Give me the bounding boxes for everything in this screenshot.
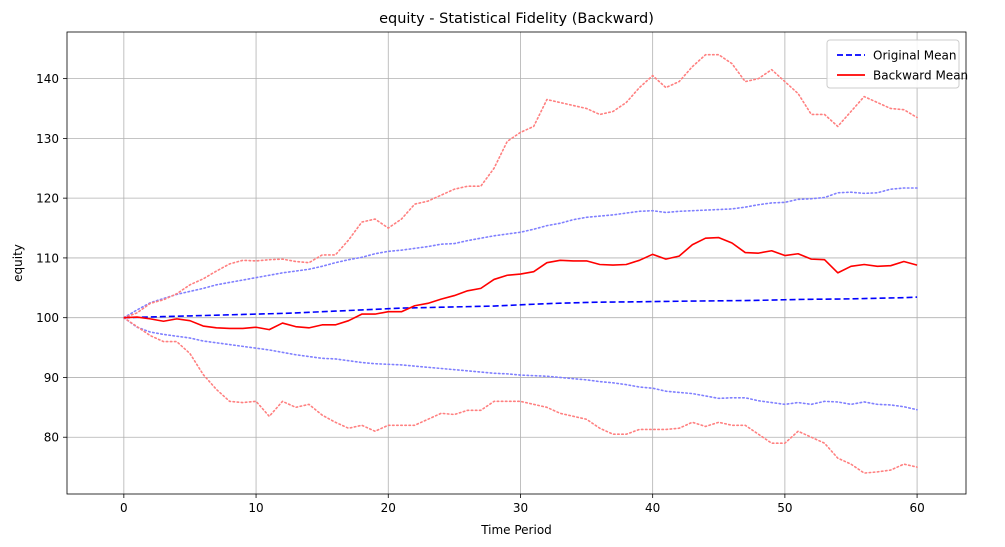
series-original-mean [123, 296, 918, 319]
x-tick-label: 0 [120, 501, 128, 515]
y-axis-title: equity [11, 244, 25, 282]
chart-title: equity - Statistical Fidelity (Backward) [379, 11, 654, 27]
ticks: 0 10 20 30 40 50 60 80 90 100 110 120 130 140 [36, 72, 925, 515]
y-tick-label: 130 [36, 132, 59, 146]
legend-label-original-mean: Original Mean [873, 49, 956, 63]
series-backward-mean [123, 236, 918, 331]
x-axis-title: Time Period [480, 523, 552, 537]
x-tick-label: 60 [909, 501, 924, 515]
legend-box [826, 39, 960, 89]
y-tick-label: 140 [36, 72, 59, 86]
y-tick-label: 120 [36, 192, 59, 206]
x-tick-label: 50 [777, 501, 792, 515]
series-band [123, 53, 918, 319]
series-band [123, 316, 918, 474]
x-tick-label: 20 [381, 501, 396, 515]
x-tick-label: 10 [248, 501, 263, 515]
series-band [123, 187, 918, 319]
x-tick-label: 30 [513, 501, 528, 515]
series-layer [123, 53, 918, 474]
legend-label-backward-mean: Backward Mean [873, 69, 968, 83]
legend: Original Mean Backward Mean [826, 39, 968, 89]
y-tick-label: 100 [36, 311, 59, 325]
y-tick-label: 80 [44, 431, 59, 445]
y-tick-label: 110 [36, 251, 59, 265]
x-tick-label: 40 [645, 501, 660, 515]
plot-frame [66, 31, 967, 495]
y-tick-label: 90 [44, 371, 59, 385]
grid [67, 32, 966, 494]
series-band [123, 316, 918, 411]
